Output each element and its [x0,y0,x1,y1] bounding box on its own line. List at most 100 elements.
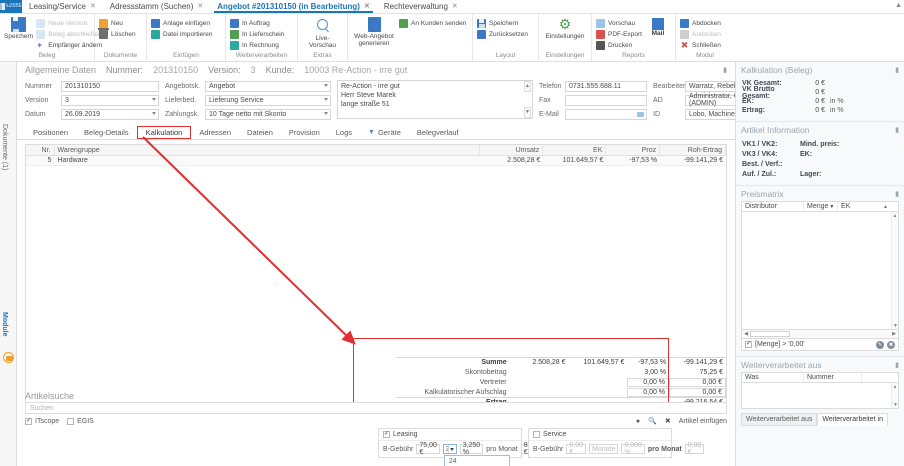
itscope-checkbox[interactable]: ✓ [25,417,32,425]
complete-document-button[interactable]: Beleg abschließen [36,29,102,39]
pin-icon[interactable]: ▮ [895,361,899,369]
ad-input[interactable]: Administrator, Calos (ADMIN) [685,93,735,107]
scroll-down-icon[interactable]: ▼ [893,401,898,408]
address-box[interactable]: Re-Action - irre gut Herr Steve Marek la… [337,80,533,119]
chevron-down-icon[interactable] [324,111,328,115]
pin-icon[interactable]: ▮ [723,67,727,74]
service-fee-input[interactable]: 0,00 € [566,442,586,456]
bearbeiter-input[interactable]: Warratz, Rebekka (WAR) [685,80,735,92]
close-icon[interactable]: ✕ [197,3,204,10]
telefon-input[interactable]: 0731.555.688.11 [565,80,647,92]
close-icon[interactable]: ✕ [89,3,96,10]
table-row[interactable]: 5 Hardware 2.508,28 € 101.649,57 € -97,5… [26,156,726,166]
preismatrix-body[interactable]: ▲ ▼ [741,212,899,330]
nummer-input[interactable]: 201310150 [61,80,159,92]
tab-beleg-details[interactable]: Beleg-Details [84,128,129,137]
document-tab-rechteverwaltung[interactable]: Rechteverwaltung ✕ [377,0,465,13]
insert-attachment-button[interactable]: Anlage einfügen [151,18,213,28]
close-module-button[interactable]: ✖ Schließen [680,40,721,50]
pdf-export-button[interactable]: PDF-Export [596,29,642,39]
to-delivery-note-button[interactable]: In Lieferschein [230,29,284,39]
datum-input[interactable]: 26.09.2019 [61,108,159,120]
tab-adressen[interactable]: Adressen [199,128,232,137]
service-checkbox[interactable] [533,431,540,438]
vertical-scrollbar[interactable]: ▲ ▼ [891,383,898,408]
print-button[interactable]: Drucken [596,40,642,50]
vertical-scrollbar[interactable]: ▲ ▼ [891,212,898,329]
column-header-blank[interactable] [862,373,890,382]
close-icon[interactable]: ✕ [451,3,458,10]
checkbox-itscope[interactable]: ✓ ITscope [25,417,59,425]
tab-belegverlauf[interactable]: Belegverlauf [416,128,459,137]
new-document-button[interactable]: Neu [99,18,136,28]
service-months-combo[interactable]: Monate [588,444,619,454]
column-header-menge[interactable]: Menge ▼ [804,202,838,211]
mail-button[interactable]: Mail [645,16,671,37]
email-input[interactable] [565,108,647,120]
chevron-down-icon[interactable] [152,111,156,115]
version-input[interactable]: 3 [61,94,159,106]
document-tab-leasing-service[interactable]: Leasing/Service ✕ [22,0,103,13]
app-logo-icon[interactable]: \u25BE [0,0,22,13]
column-header-distributor[interactable]: Distributor [742,202,804,211]
to-invoice-button[interactable]: In Rechnung [230,40,284,50]
id-input[interactable]: Lobo, Machine (LOBO) [685,108,735,120]
scroll-thumb[interactable] [750,331,790,337]
leasing-checkbox[interactable]: ✓ [383,431,390,438]
mail-link-icon[interactable] [637,111,644,117]
egis-checkbox[interactable] [67,417,75,425]
service-header[interactable]: Service [529,429,671,441]
sidebar-tab-dokumente[interactable]: Dokumente (1) [1,124,8,171]
leasing-fee-input[interactable]: 75,00 € [416,442,440,456]
save-button[interactable]: Speichern [4,16,33,40]
search-icon[interactable]: 🔍 [648,418,657,425]
settings-dot-icon[interactable]: ● [635,417,641,425]
vertreter-amount-input[interactable]: 0,00 € [669,377,726,387]
checkbox-egis[interactable]: EGIS [67,417,94,425]
leasing-percent-input[interactable]: 3,250 % [459,442,484,456]
column-header-nr[interactable]: Nr. [26,145,55,155]
to-order-button[interactable]: In Auftrag [230,18,284,28]
tab-positionen[interactable]: Positionen [33,128,69,137]
document-tab-angebot[interactable]: Angebot #201310150 (in Bearbeitung) ✕ [210,0,377,13]
chevron-down-icon[interactable] [152,97,156,101]
delete-document-button[interactable]: Löschen [98,27,136,39]
filter-checkbox[interactable]: ✓ [745,341,752,348]
column-header-nummer[interactable]: Nummer [804,373,862,382]
tab-dateien[interactable]: Dateien [247,128,273,137]
send-to-customer-button[interactable]: An Kunden senden [399,18,466,28]
column-header-was[interactable]: Was [742,373,804,382]
search-input[interactable]: Suchen [25,402,727,414]
address-picker-down-icon[interactable]: ▼ [524,107,531,118]
insert-article-label[interactable]: Artikel einfügen [678,417,727,425]
pin-icon[interactable]: ▮ [895,126,899,134]
pin-icon[interactable]: ▮ [895,190,899,198]
scroll-up-icon[interactable]: ▲ [892,212,898,219]
settings-button[interactable]: ⚙ Einstellungen [545,16,584,41]
vertreter-percent-input[interactable]: 0,00 % [627,377,670,387]
zahlungskondition-input[interactable]: 10 Tage netto mit Skonto [205,108,331,120]
column-header-ek[interactable]: EK ▲ [841,203,888,210]
undock-button[interactable]: Abdocken [680,18,721,28]
chevron-down-icon[interactable] [324,97,328,101]
service-percent-input[interactable]: 0,000 % [621,442,645,456]
tab-kalkulation[interactable]: Kalkulation [136,126,192,139]
angebotskategorie-input[interactable]: Angebot [205,80,331,92]
column-header-warengruppe[interactable]: Warengruppe [55,145,481,155]
leasing-months-dropdown[interactable]: 24 36 48 [443,455,510,466]
close-icon[interactable]: ✕ [363,3,370,10]
tab-geraete[interactable]: ▼ Geräte [368,128,401,137]
scroll-up-icon[interactable]: ▲ [892,383,898,390]
aufschlag-amount-input[interactable]: 0,00 € [669,387,726,397]
generate-web-offer-button[interactable]: Web-Angebot generieren [352,16,396,47]
address-picker-up-icon[interactable]: ▲ [524,81,531,92]
leasing-months-combo[interactable]: 36 24 36 48 [442,444,510,466]
column-header-ek[interactable]: EK [543,145,607,155]
save-layout-button[interactable]: Speichern [477,18,528,28]
import-file-button[interactable]: Datei importieren [151,29,213,39]
horizontal-scrollbar[interactable]: ◀ ▶ [741,330,899,339]
fax-input[interactable] [565,94,647,106]
filter-text[interactable]: [Menge] > '0,00' [755,341,805,348]
close-icon[interactable]: ✖ [664,418,671,425]
sidebar-tab-module[interactable]: Module [1,312,8,337]
